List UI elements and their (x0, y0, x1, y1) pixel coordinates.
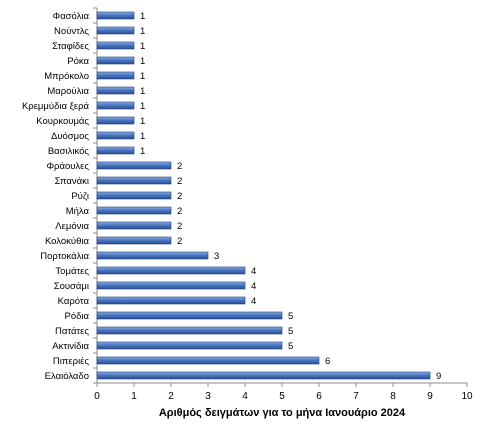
bar (96, 236, 172, 245)
data-label: 1 (140, 116, 145, 127)
category-label: Τομάτες (55, 266, 89, 277)
bar (96, 206, 172, 215)
category-label: Σουσάμι (54, 281, 89, 292)
bar (96, 86, 135, 95)
data-label: 6 (325, 356, 330, 367)
category-label: Νούντλς (54, 26, 89, 37)
data-label: 1 (140, 56, 145, 67)
category-label: Σπανάκι (55, 176, 89, 187)
data-label: 2 (177, 221, 182, 232)
data-label: 3 (214, 251, 219, 262)
data-label: 4 (251, 296, 256, 307)
data-label: 1 (140, 101, 145, 112)
data-label: 1 (140, 146, 145, 157)
x-tick-label: 8 (390, 391, 396, 402)
data-label: 2 (177, 161, 182, 172)
data-label: 5 (288, 311, 293, 322)
x-tick-label: 3 (205, 391, 211, 402)
data-label: 1 (140, 71, 145, 82)
bar (96, 326, 283, 335)
category-label: Μήλα (66, 206, 90, 217)
category-label: Πορτοκάλια (40, 251, 89, 262)
bar (96, 296, 246, 305)
category-label: Ελαιόλαδο (45, 371, 89, 382)
data-label: 2 (177, 191, 182, 202)
bar (96, 71, 135, 80)
bar (96, 266, 246, 275)
data-label: 1 (140, 41, 145, 52)
category-label: Σταφίδες (52, 41, 89, 52)
data-label: 2 (177, 206, 182, 217)
data-label: 1 (140, 131, 145, 142)
category-label: Πατάτες (55, 326, 89, 337)
bar (96, 131, 135, 140)
category-label: Βασιλικός (48, 146, 90, 157)
category-label: Καρότα (58, 296, 90, 307)
x-tick-label: 4 (242, 391, 248, 402)
category-label: Μαρούλια (47, 86, 89, 97)
bar (96, 341, 283, 350)
x-tick-label: 2 (168, 391, 174, 402)
data-label: 5 (288, 341, 293, 352)
data-label: 4 (251, 281, 256, 292)
category-label: Κρεμμύδια ξερά (22, 101, 90, 112)
bar (96, 116, 135, 125)
data-label: 1 (140, 86, 145, 97)
bar (96, 146, 135, 155)
category-label: Κολοκύθια (45, 236, 90, 247)
category-label: Φράουλες (46, 161, 89, 172)
bar (96, 26, 135, 35)
bar (96, 311, 283, 320)
bar (96, 221, 172, 230)
category-label: Κουρκουμάς (36, 116, 89, 127)
category-label: Δυόσμος (51, 131, 89, 142)
bar (96, 281, 246, 290)
bar (96, 191, 172, 200)
category-label: Ρόδια (64, 311, 89, 322)
category-label: Φασόλια (53, 11, 90, 22)
category-label: Ρόκα (67, 56, 89, 67)
bar (96, 371, 431, 380)
plot-area: 0 1 2 3 4 5 6 7 8 9 10 Φασόλια 1 Νούντλς 1 Σταφίδες 1 Ρόκ… (22, 7, 473, 402)
x-tick-label: 6 (316, 391, 322, 402)
data-label: 2 (177, 176, 182, 187)
category-label: Μπρόκολο (44, 71, 89, 82)
data-label: 9 (436, 371, 441, 382)
bar (96, 356, 320, 365)
bar (96, 161, 172, 170)
data-label: 4 (251, 266, 256, 277)
data-label: 1 (140, 26, 145, 37)
category-label: Πιπεριές (53, 356, 90, 367)
x-tick-label: 9 (427, 391, 433, 402)
bar (96, 176, 172, 185)
category-label: Ακτινίδια (52, 341, 89, 352)
data-label: 2 (177, 236, 182, 247)
data-label: 1 (140, 11, 145, 22)
x-tick-label: 1 (131, 391, 137, 402)
data-label: 5 (288, 326, 293, 337)
x-tick-label: 0 (94, 391, 100, 402)
x-tick-label: 5 (279, 391, 285, 402)
bar (96, 41, 135, 50)
x-axis-title: Αριθμός δειγμάτων για το μήνα Ιανουάριο … (159, 407, 406, 419)
bar (96, 56, 135, 65)
bar (96, 11, 135, 20)
bar (96, 251, 209, 260)
bar (96, 101, 135, 110)
category-label: Ρύζι (71, 191, 89, 202)
x-tick-label: 10 (461, 391, 473, 402)
x-tick-label: 7 (353, 391, 359, 402)
category-label: Λεμόνια (55, 221, 89, 232)
